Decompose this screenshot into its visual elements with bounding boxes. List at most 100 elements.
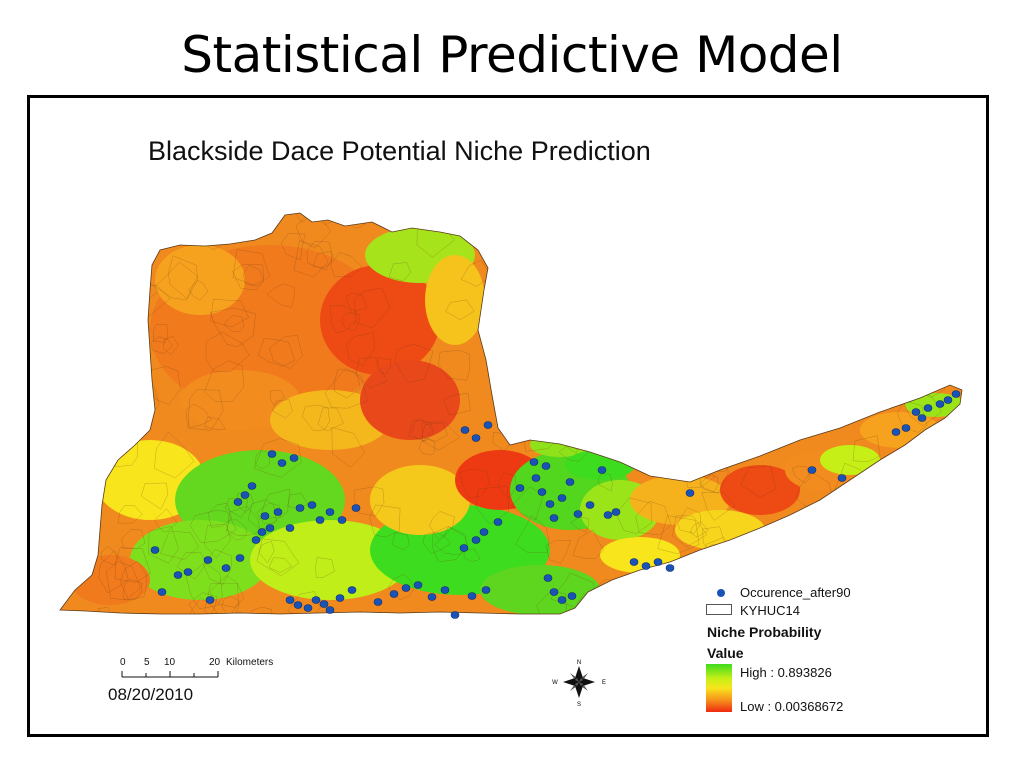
occurrence-point — [460, 426, 470, 434]
scale-tick-0: 0 — [120, 657, 126, 668]
occurrence-point — [545, 500, 555, 508]
occurrence-point — [529, 458, 539, 466]
occurrence-point — [347, 586, 357, 594]
scale-units: Kilometers — [226, 657, 274, 668]
legend-huc-label: KYHUC14 — [740, 603, 800, 618]
occurrence-point — [440, 586, 450, 594]
occurrence-point — [277, 459, 287, 467]
occurrence-point — [221, 564, 231, 572]
occurrence-point — [585, 501, 595, 509]
compass-n: N — [577, 660, 581, 666]
occurrence-point — [483, 421, 493, 429]
occurrence-point — [911, 408, 921, 416]
occurrence-point — [235, 554, 245, 562]
occurrence-point — [265, 524, 275, 532]
occurrence-point — [285, 524, 295, 532]
occurrence-point — [267, 450, 277, 458]
occurrence-point — [157, 588, 167, 596]
occurrence-point — [295, 504, 305, 512]
occurrence-point — [351, 504, 361, 512]
occurrence-point — [389, 590, 399, 598]
occurrence-point — [557, 596, 567, 604]
compass-e: E — [602, 680, 606, 686]
legend-niche-heading: Niche Probability — [707, 624, 822, 640]
occurrence-point — [273, 508, 283, 516]
scale-tick-5: 5 — [144, 657, 150, 668]
north-arrow-icon: N S E W — [552, 660, 606, 708]
occurrence-point — [629, 558, 639, 566]
map-date: 08/20/2010 — [108, 685, 194, 704]
occurrence-point — [917, 414, 927, 422]
scale-tick-10: 10 — [164, 657, 176, 668]
occurrence-point — [493, 518, 503, 526]
scale-tick-20: 20 — [209, 657, 221, 668]
occurrence-point — [257, 528, 267, 536]
occurrence-point — [413, 581, 423, 589]
occurrence-point — [611, 508, 621, 516]
occurrence-point — [567, 592, 577, 600]
occurrence-point — [541, 462, 551, 470]
occurrence-point — [183, 568, 193, 576]
occurrence-point — [373, 598, 383, 606]
occurrence-point — [665, 564, 675, 572]
occurrence-point — [325, 508, 335, 516]
occurrence-point — [205, 596, 215, 604]
scale-bar — [121, 671, 219, 678]
occurrence-point — [549, 588, 559, 596]
occurrence-point — [293, 601, 303, 609]
legend-color-ramp — [706, 664, 732, 712]
occurrence-point — [891, 428, 901, 436]
occurrence-point — [251, 536, 261, 544]
occurrence-point — [573, 510, 583, 518]
occurrence-point — [807, 466, 817, 474]
occurrence-point — [467, 592, 477, 600]
occurrence-point — [401, 584, 411, 592]
occurrence-point — [335, 594, 345, 602]
map-title: Blackside Dace Potential Niche Predictio… — [148, 136, 651, 166]
occurrence-point — [943, 396, 953, 404]
occurrence-point — [319, 600, 329, 608]
occurrence-point — [923, 404, 933, 412]
occurrence-point — [471, 434, 481, 442]
occurrence-point — [565, 478, 575, 486]
occurrence-point — [515, 484, 525, 492]
occurrence-point — [685, 489, 695, 497]
occurrence-point — [307, 501, 317, 509]
occurrence-point — [427, 593, 437, 601]
legend-value-heading: Value — [707, 645, 744, 661]
occurrence-point — [247, 482, 257, 490]
occurrence-point — [597, 466, 607, 474]
compass-s: S — [577, 702, 581, 708]
occurrence-point — [653, 558, 663, 566]
occurrence-point — [935, 400, 945, 408]
occurrence-point — [240, 491, 250, 499]
occurrence-point — [543, 574, 553, 582]
niche-map — [59, 212, 963, 619]
slide-title: Statistical Predictive Model — [181, 26, 843, 84]
occurrence-point — [951, 390, 961, 398]
occurrence-legend-dot-icon — [717, 589, 725, 597]
occurrence-point — [481, 586, 491, 594]
occurrence-point — [289, 454, 299, 462]
occurrence-point — [311, 596, 321, 604]
occurrence-point — [315, 516, 325, 524]
occurrence-point — [549, 514, 559, 522]
occurrence-point — [471, 536, 481, 544]
occurrence-point — [603, 511, 613, 519]
occurrence-point — [450, 611, 460, 619]
occurrence-point — [531, 474, 541, 482]
legend-occurrence-label: Occurence_after90 — [740, 585, 851, 600]
occurrence-point — [325, 606, 335, 614]
occurrence-point — [557, 494, 567, 502]
legend-high-label: High : 0.893826 — [740, 665, 832, 680]
occurrence-point — [285, 596, 295, 604]
occurrence-point — [537, 488, 547, 496]
occurrence-point — [173, 571, 183, 579]
compass-w: W — [552, 680, 558, 686]
occurrence-point — [337, 516, 347, 524]
occurrence-point — [303, 604, 313, 612]
occurrence-point — [837, 474, 847, 482]
occurrence-point — [901, 424, 911, 432]
occurrence-point — [233, 498, 243, 506]
occurrence-point — [641, 562, 651, 570]
